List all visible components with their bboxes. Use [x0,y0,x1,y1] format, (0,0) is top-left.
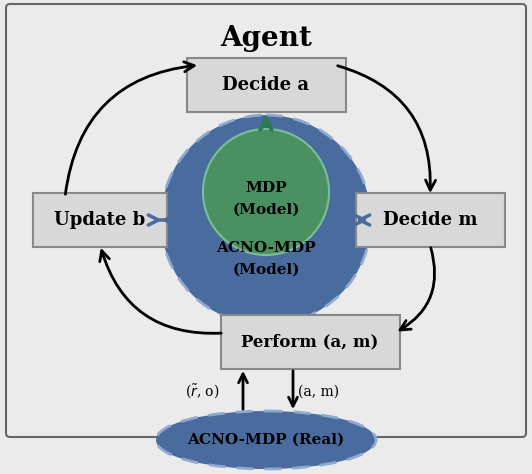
Text: ACNO-MDP: ACNO-MDP [216,241,316,255]
FancyBboxPatch shape [355,193,504,247]
Circle shape [203,129,329,255]
Text: ($\tilde{r}$, o): ($\tilde{r}$, o) [186,383,220,401]
Text: ACNO-MDP (Real): ACNO-MDP (Real) [187,433,345,447]
FancyBboxPatch shape [6,4,526,437]
FancyBboxPatch shape [33,193,167,247]
Ellipse shape [156,411,376,469]
Text: Update b: Update b [54,211,146,229]
Text: MDP: MDP [245,181,287,195]
Text: Decide m: Decide m [383,211,477,229]
Text: (Model): (Model) [232,203,300,217]
Text: (Model): (Model) [232,263,300,277]
FancyBboxPatch shape [187,58,345,112]
Text: (a, m): (a, m) [298,385,339,399]
Text: Perform (a, m): Perform (a, m) [242,334,379,350]
Text: Decide a: Decide a [222,76,310,94]
Circle shape [161,115,371,325]
FancyBboxPatch shape [220,315,400,369]
Text: Agent: Agent [220,25,312,52]
